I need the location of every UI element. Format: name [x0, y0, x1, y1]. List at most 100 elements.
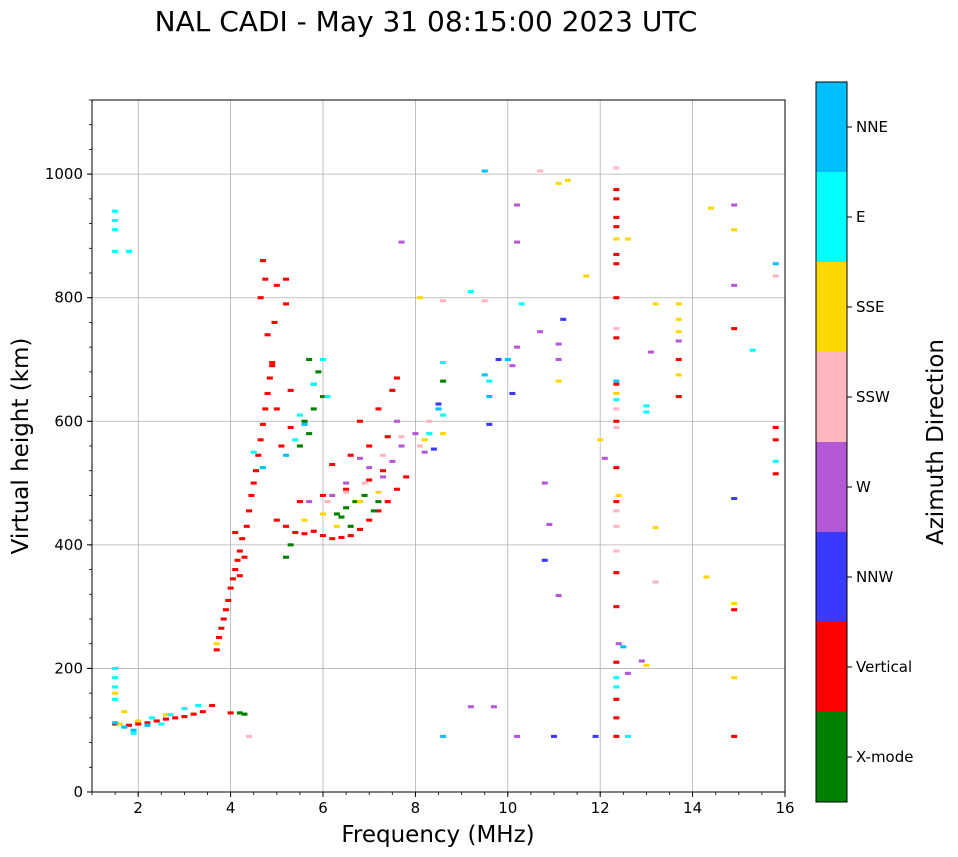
data-point-vertical	[613, 500, 620, 504]
data-point-vertical	[209, 703, 216, 708]
data-point-vertical	[375, 407, 382, 411]
data-point-vertical	[216, 635, 223, 640]
data-point-nne	[481, 169, 488, 173]
data-point-vertical	[613, 225, 620, 229]
colorbar: X-mode Vertical NNW W SSW SSE E NNE	[815, 81, 913, 803]
data-point-x-mode	[319, 395, 327, 399]
data-point-ssw	[324, 500, 331, 504]
data-point-ssw	[537, 169, 544, 173]
data-point-vertical	[675, 395, 682, 399]
data-point-vertical	[273, 283, 280, 287]
data-point-x-mode	[361, 493, 368, 497]
data-point-sse	[675, 317, 682, 321]
data-point-w	[343, 481, 350, 485]
data-point-vertical	[190, 712, 197, 716]
x-tick-label: 10	[498, 799, 517, 817]
data-point-vertical	[250, 481, 257, 485]
data-point-vertical	[613, 336, 620, 340]
data-point-vertical	[356, 527, 363, 531]
data-point-e	[440, 413, 447, 417]
data-point-x-mode	[375, 500, 382, 504]
data-points	[112, 166, 779, 738]
data-point-vertical	[229, 577, 236, 581]
data-point-vertical	[236, 574, 243, 578]
data-point-nnw	[560, 317, 567, 321]
data-point-e	[486, 379, 493, 383]
colorbar-segment	[816, 622, 847, 712]
data-point-x-mode	[287, 543, 294, 547]
data-point-w	[555, 357, 562, 362]
data-point-vertical	[213, 648, 220, 652]
data-point-vertical	[366, 478, 373, 482]
data-point-vertical	[343, 487, 350, 491]
data-point-vertical	[264, 391, 271, 396]
data-point-vertical	[613, 296, 620, 300]
data-point-sse	[597, 438, 604, 442]
data-point-x-mode	[306, 432, 313, 436]
data-point-sse	[731, 602, 738, 606]
data-point-vertical	[613, 419, 620, 423]
data-point-w	[546, 522, 553, 527]
data-point-vertical	[296, 500, 303, 504]
data-point-sse	[583, 274, 590, 278]
data-point-sse	[162, 713, 169, 717]
data-point-vertical	[613, 734, 620, 738]
colorbar-tick-label: NNW	[856, 568, 893, 586]
data-point-vertical	[356, 419, 363, 423]
data-point-w	[731, 283, 738, 287]
y-tick-label: 200	[54, 659, 83, 677]
data-point-vertical	[613, 215, 620, 219]
data-point-vertical	[264, 333, 271, 337]
x-tick-label: 14	[683, 799, 702, 817]
data-point-w	[615, 642, 622, 646]
data-point-vertical	[283, 302, 290, 306]
data-point-vertical	[153, 719, 160, 723]
data-point-vertical	[239, 537, 246, 541]
colorbar-segment	[816, 442, 847, 532]
y-tick-label: 800	[54, 289, 83, 307]
data-point-nne	[486, 395, 493, 399]
data-point-sse	[731, 676, 738, 680]
data-point-nne	[283, 453, 290, 457]
data-point-ssw	[361, 481, 368, 485]
data-point-vertical	[273, 518, 280, 522]
data-point-w	[514, 345, 521, 349]
data-point-sse	[375, 490, 382, 494]
data-point-sse	[613, 391, 620, 396]
data-point-vertical	[613, 716, 620, 720]
data-point-e	[181, 707, 188, 711]
data-point-vertical	[613, 382, 620, 386]
data-point-vertical	[613, 660, 620, 664]
data-point-vertical	[278, 444, 285, 448]
data-point-x-mode	[347, 524, 354, 528]
data-point-e	[643, 404, 650, 408]
data-point-w	[537, 330, 544, 334]
data-point-vertical	[262, 277, 269, 281]
y-tick-label: 400	[54, 536, 83, 554]
data-point-e	[158, 722, 165, 726]
data-point-x-mode	[343, 506, 350, 510]
data-point-vertical	[262, 407, 269, 411]
data-point-vertical	[380, 469, 387, 473]
data-point-nne	[481, 373, 488, 377]
data-point-vertical	[283, 524, 290, 528]
y-tick-label: 1000	[45, 165, 83, 183]
data-point-nne	[301, 422, 308, 426]
data-point-w	[380, 475, 387, 479]
data-point-vertical	[227, 711, 234, 715]
data-point-vertical	[125, 723, 132, 727]
data-point-vertical	[287, 425, 294, 430]
data-point-vertical	[172, 716, 179, 720]
colorbar-segment	[816, 712, 847, 802]
data-point-e	[613, 685, 620, 689]
data-point-nnw	[435, 402, 442, 406]
data-point-nne	[504, 357, 511, 362]
data-point-vertical	[403, 475, 410, 479]
colorbar-tick-label: SSW	[856, 388, 890, 406]
colorbar-tick-label: NNE	[856, 118, 888, 136]
data-point-vertical	[613, 697, 620, 701]
data-point-w	[509, 364, 516, 368]
data-point-vertical	[301, 532, 308, 536]
colorbar-segment	[816, 262, 847, 352]
data-point-vertical	[287, 388, 294, 392]
